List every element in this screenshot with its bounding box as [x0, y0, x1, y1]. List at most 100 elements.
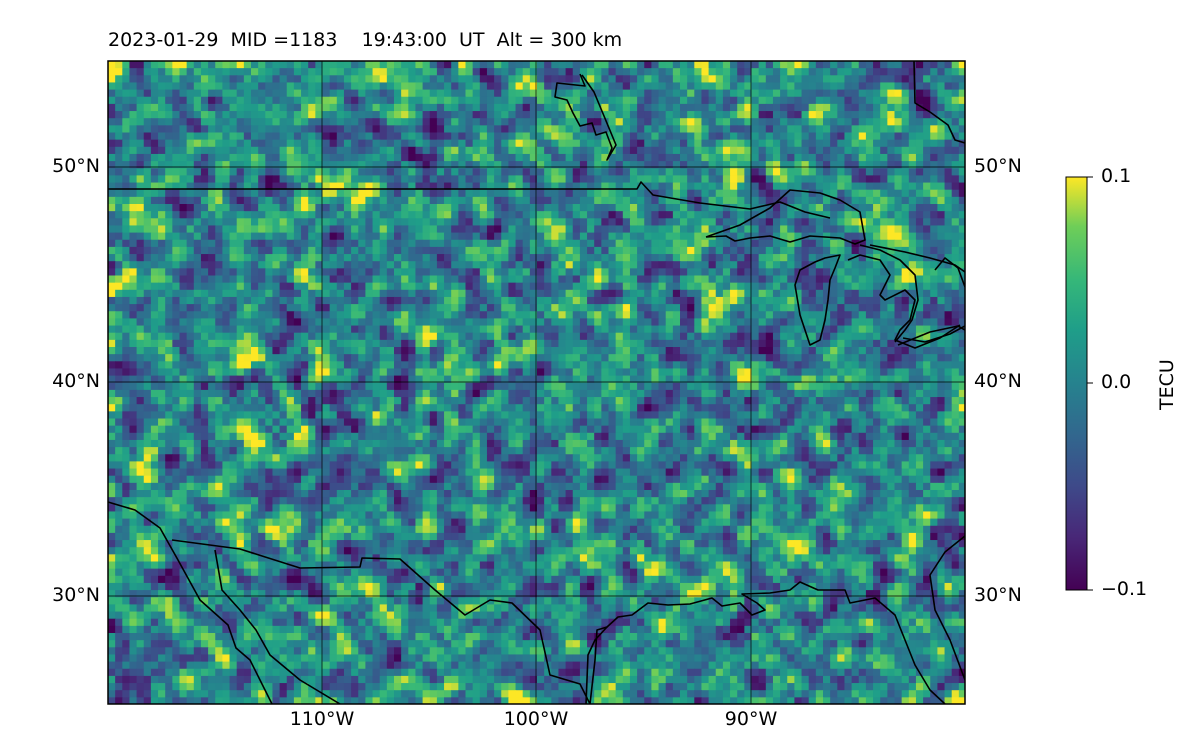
tec-cell: [601, 118, 610, 126]
tec-cell: [386, 325, 395, 334]
tec-cell: [572, 196, 581, 205]
tec-cell: [658, 304, 667, 312]
tec-cell: [279, 296, 288, 305]
tec-cell: [429, 304, 438, 312]
tec-cell: [379, 68, 388, 76]
tec-cell: [894, 332, 903, 341]
tec-cell: [894, 153, 903, 162]
tec-cell: [308, 75, 316, 84]
tec-cell: [844, 325, 853, 334]
tec-cell: [322, 232, 331, 241]
tec-cell: [858, 68, 867, 76]
tec-cell: [286, 204, 295, 212]
tec-cell: [286, 289, 295, 298]
tec-cell: [315, 146, 324, 155]
tec-cell: [894, 146, 903, 155]
tec-cell: [823, 132, 831, 141]
tec-cell: [386, 246, 395, 255]
tec-cell: [522, 218, 531, 227]
tec-cell: [193, 232, 202, 241]
tec-cell: [515, 332, 524, 341]
tec-cell: [808, 311, 817, 319]
tec-cell: [558, 311, 567, 319]
tec-cell: [394, 354, 402, 362]
tec-cell: [508, 304, 517, 312]
tec-cell: [694, 89, 703, 98]
tec-cell: [444, 204, 452, 212]
tec-cell: [901, 211, 910, 219]
tec-cell: [915, 239, 924, 248]
tec-cell: [858, 296, 867, 305]
tec-cell: [308, 125, 316, 134]
tec-cell: [129, 96, 138, 105]
tec-cell: [694, 296, 703, 305]
tec-cell: [772, 125, 781, 134]
tec-cell: [765, 246, 774, 255]
tec-cell: [794, 125, 803, 134]
tec-cell: [844, 211, 853, 219]
tec-cell: [787, 168, 795, 176]
tec-cell: [665, 218, 674, 227]
tec-cell: [286, 68, 295, 76]
tec-cell: [608, 111, 617, 119]
tec-cell: [644, 204, 652, 212]
tec-cell: [186, 168, 195, 176]
tec-cell: [887, 218, 896, 227]
tec-cell: [415, 182, 424, 191]
tec-cell: [208, 82, 216, 91]
tec-cell: [508, 282, 517, 291]
tec-cell: [751, 254, 760, 262]
tec-cell: [465, 239, 474, 248]
tec-cell: [208, 275, 216, 284]
tec-cell: [715, 225, 724, 234]
tec-cell: [115, 139, 123, 148]
tec-cell: [608, 311, 617, 319]
tec-cell: [150, 161, 159, 169]
tec-cell: [301, 153, 309, 162]
tec-cell: [944, 218, 953, 227]
tec-cell: [301, 168, 309, 176]
tec-cell: [515, 318, 524, 327]
tec-cell: [823, 332, 831, 341]
tec-cell: [208, 332, 216, 341]
tec-cell: [901, 168, 910, 176]
tec-cell: [629, 354, 638, 362]
tec-cell: [937, 204, 946, 212]
tec-cell: [379, 118, 388, 126]
tec-cell: [243, 204, 252, 212]
tec-cell: [236, 318, 245, 327]
tec-cell: [522, 168, 531, 176]
tec-cell: [944, 325, 953, 334]
tec-cell: [415, 168, 424, 176]
tec-cell: [150, 61, 159, 69]
tec-cell: [587, 246, 595, 255]
tec-cell: [715, 139, 724, 148]
tec-cell: [208, 182, 216, 191]
tec-cell: [243, 82, 252, 91]
tec-cell: [737, 182, 745, 191]
tec-cell: [251, 225, 259, 234]
tec-cell: [680, 254, 688, 262]
tec-cell: [322, 125, 331, 134]
tec-cell: [615, 304, 624, 312]
tec-cell: [708, 175, 717, 184]
tec-cell: [873, 153, 881, 162]
tec-cell: [644, 275, 652, 284]
tec-cell: [129, 153, 138, 162]
tec-cell: [794, 261, 803, 269]
tec-cell: [150, 96, 159, 105]
tec-cell: [844, 125, 853, 134]
tec-cell: [772, 204, 781, 212]
tec-cell: [537, 232, 545, 241]
tec-cell: [687, 304, 695, 312]
tec-cell: [200, 239, 209, 248]
tec-cell: [873, 304, 881, 312]
tec-cell: [544, 153, 552, 162]
tec-cell: [515, 275, 524, 284]
tec-cell: [515, 296, 524, 305]
tec-cell: [708, 325, 717, 334]
tec-cell: [436, 189, 445, 198]
tec-cell: [579, 211, 588, 219]
plot-title: 2023-01-29 MID =1183 19:43:00 UT Alt = 3…: [108, 29, 623, 51]
tec-cell: [444, 318, 452, 327]
